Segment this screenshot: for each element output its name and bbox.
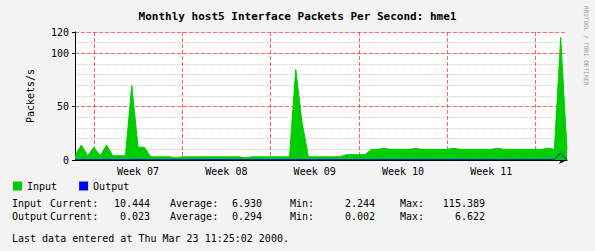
svg-text:Output: Output [12, 211, 48, 222]
svg-text:RRDTOOL / TOBI OETIKER: RRDTOOL / TOBI OETIKER [583, 6, 590, 86]
svg-text:Min:: Min: [290, 198, 314, 209]
svg-text:Input: Input [12, 198, 42, 209]
svg-text:0: 0 [63, 155, 69, 166]
svg-text:0.023: 0.023 [120, 211, 150, 222]
svg-text:Max:: Max: [400, 198, 424, 209]
svg-text:50: 50 [57, 101, 69, 112]
svg-text:100: 100 [51, 48, 69, 59]
svg-text:Current:: Current: [50, 211, 98, 222]
svg-text:0.002: 0.002 [345, 211, 375, 222]
svg-text:Average:: Average: [170, 211, 218, 222]
svg-text:Max:: Max: [400, 211, 424, 222]
svg-text:Current:: Current: [50, 198, 98, 209]
svg-text:Week 08: Week 08 [205, 166, 247, 177]
svg-text:Last data entered at Thu Mar 2: Last data entered at Thu Mar 23 11:25:02… [12, 233, 289, 244]
svg-text:Week 09: Week 09 [294, 166, 336, 177]
svg-text:10.444: 10.444 [114, 198, 150, 209]
svg-text:120: 120 [51, 27, 69, 38]
svg-text:Input: Input [27, 181, 57, 192]
svg-text:Average:: Average: [170, 198, 218, 209]
svg-text:115.389: 115.389 [443, 198, 485, 209]
svg-text:Week 11: Week 11 [470, 166, 512, 177]
svg-text:6.930: 6.930 [232, 198, 262, 209]
svg-text:Monthly host5 Interface Packet: Monthly host5 Interface Packets Per Seco… [139, 10, 457, 23]
svg-text:Min:: Min: [290, 211, 314, 222]
svg-text:Week 07: Week 07 [117, 166, 159, 177]
svg-text:Packets/s: Packets/s [25, 69, 36, 123]
svg-text:6.622: 6.622 [455, 211, 485, 222]
svg-text:Week 10: Week 10 [382, 166, 424, 177]
svg-text:0.294: 0.294 [232, 211, 262, 222]
svg-text:2.244: 2.244 [345, 198, 375, 209]
svg-text:Output: Output [93, 181, 129, 192]
